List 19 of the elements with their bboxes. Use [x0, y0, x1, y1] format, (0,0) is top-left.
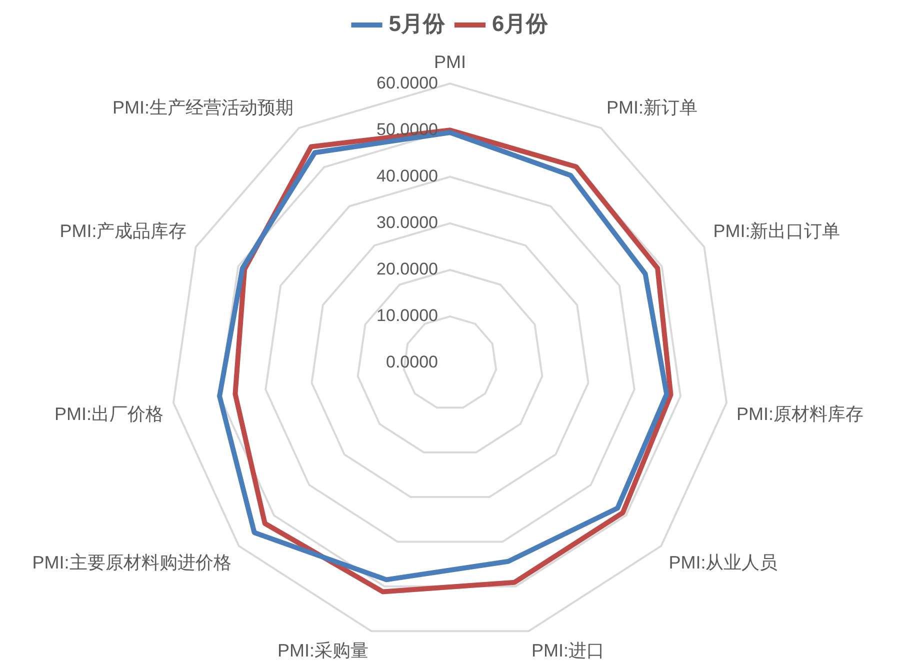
spoke-label: PMI:新出口订单: [713, 220, 840, 241]
y-tick-label: 30.0000: [376, 212, 438, 232]
y-tick-label: 60.0000: [376, 73, 438, 92]
spoke-label: PMI:出厂价格: [54, 404, 164, 424]
y-tick-label: 40.0000: [376, 166, 438, 186]
spoke-label: PMI:主要原材料购进价格: [32, 552, 232, 572]
y-tick-label: 0.0000: [386, 352, 438, 372]
spoke-label: PMI:进口: [532, 640, 605, 660]
spoke-label: PMI:原材料库存: [736, 404, 864, 424]
legend-label: 5月份: [388, 11, 446, 36]
spoke-label: PMI:生产经营活动预期: [112, 98, 294, 118]
spoke-label: PMI:采购量: [277, 640, 368, 660]
y-tick-label: 20.0000: [376, 260, 438, 279]
spoke-label: PMI:从业人员: [668, 552, 778, 572]
spoke-label: PMI: [434, 52, 466, 72]
spoke-label: PMI:产成品库存: [60, 220, 187, 241]
y-tick-label: 10.0000: [376, 306, 438, 326]
spoke-label: PMI:新订单: [606, 98, 698, 118]
legend-label: 6月份: [492, 11, 550, 36]
